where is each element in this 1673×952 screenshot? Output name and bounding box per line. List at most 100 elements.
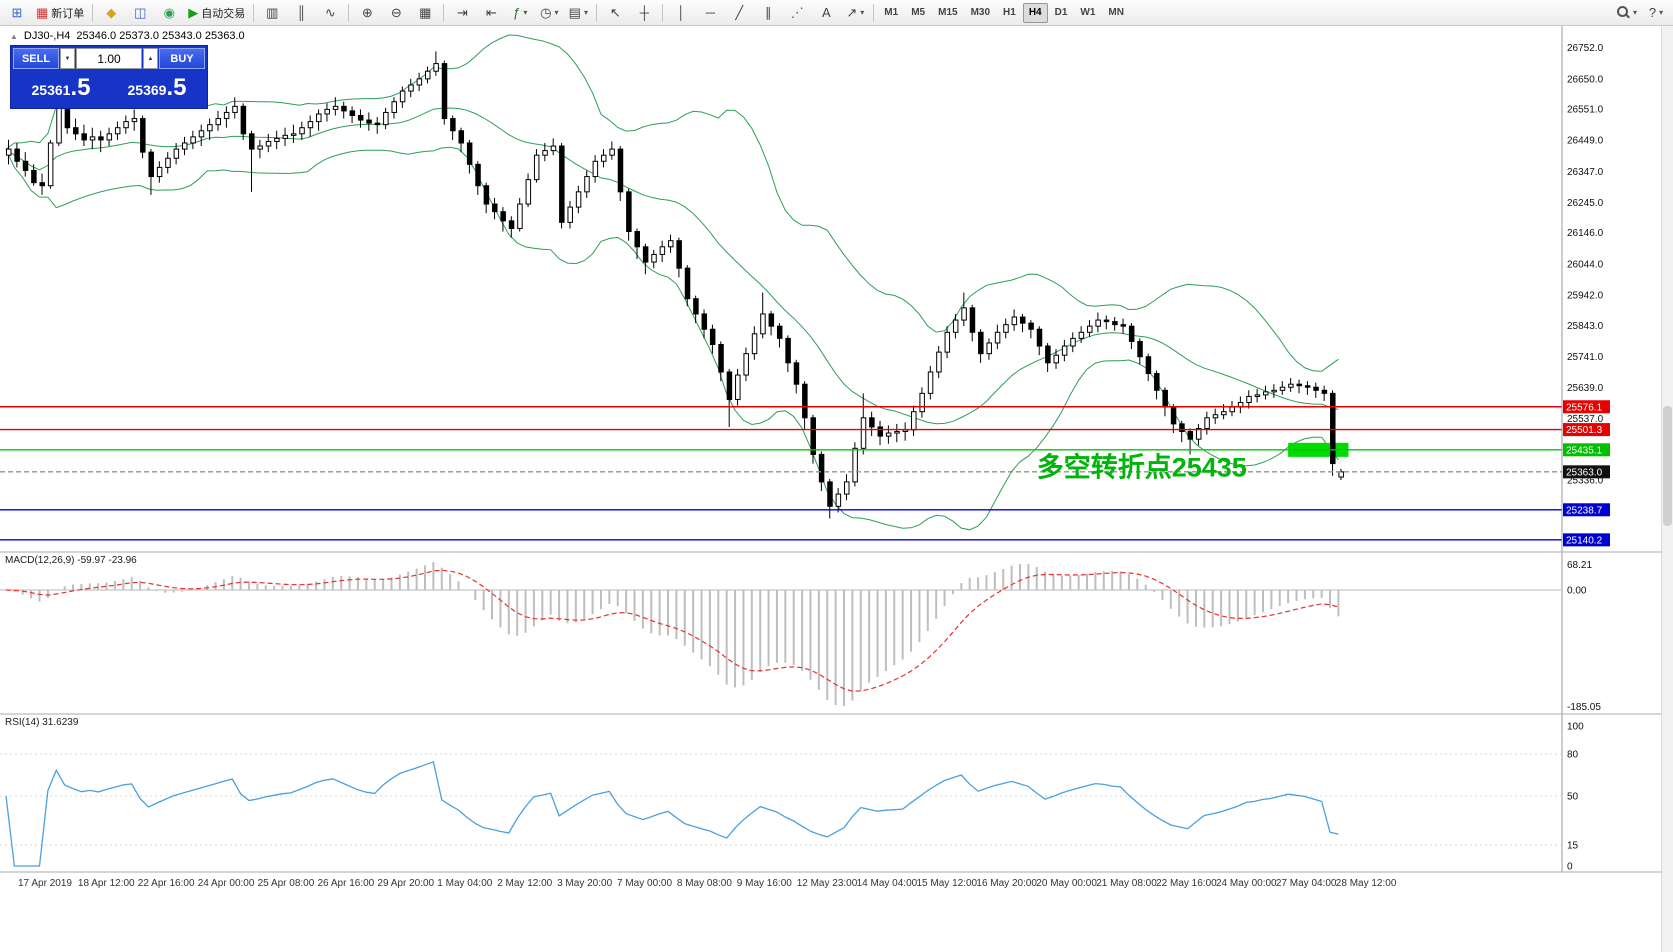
chart-shift-button[interactable]: ⇤ [477,2,505,24]
text-tool-button[interactable]: A [812,2,840,24]
price-scale-label: 26044.0 [1567,259,1604,270]
timeframe-h4-button[interactable]: H4 [1022,2,1048,23]
candle-body [1179,423,1185,433]
candle-body [123,121,129,129]
candle-body [1212,414,1219,419]
macd-scale-low: -185.05 [1567,702,1601,713]
navigator-button[interactable]: ◉ [155,2,183,24]
candle-body [14,148,20,162]
timeframe-h1-button[interactable]: H1 [1003,7,1016,18]
buy-button[interactable]: BUY [159,48,205,69]
x-axis-label: 22 May 16:00 [1156,878,1217,889]
bar-chart-button[interactable]: ▥ [258,2,286,24]
search-icon [1616,6,1630,19]
price-scale-label: 26347.0 [1567,167,1604,178]
candle-body [1195,427,1202,440]
candle-body [332,105,339,110]
price-scale-label: 26650.0 [1567,74,1604,85]
timeframe-mn-button[interactable]: MN [1108,7,1124,18]
indicators-icon: ƒ [513,5,521,20]
crosshair-button[interactable]: ┼ [630,2,658,24]
timeframe-m15-button[interactable]: M15 [938,7,958,18]
candle-body [760,313,766,335]
help-button[interactable]: ? ▾ [1642,2,1670,24]
timeframe-m1-button[interactable]: M1 [884,7,899,18]
market-watch-button[interactable]: ◫ [126,2,154,24]
candle-body [659,246,666,255]
macd-indicator-label: MACD(12,26,9) -59.97 -23.96 [5,555,137,566]
macd-histogram [13,562,1340,706]
fibonacci-button[interactable]: ⋰ [783,2,811,24]
price-scale-label: 25741.0 [1567,352,1604,363]
timeframe-d1-button[interactable]: D1 [1054,7,1068,18]
profiles-button[interactable]: ◆ [97,2,125,24]
search-button[interactable]: ▾ [1613,2,1641,24]
candle-body [316,113,322,123]
x-axis-label: 2 May 12:00 [497,878,552,889]
profiles-icon: ◆ [106,5,117,20]
templates-button[interactable]: ▤ ▾ [564,2,592,24]
candle-body [919,392,925,413]
templates-icon: ▤ [568,5,581,20]
equidistant-channel-button[interactable]: ∥ [754,2,782,24]
timeframe-w1-button[interactable]: W1 [1080,7,1096,18]
candle-body [668,240,674,248]
candle-body [131,118,138,123]
new-order-icon: ▦ [36,5,49,20]
auto-scroll-button[interactable]: ⇥ [448,2,476,24]
zoom-in-button[interactable]: ⊕ [353,2,381,24]
buy-price[interactable]: 25369.5 [109,74,205,102]
vertical-scrollbar[interactable] [1661,26,1673,952]
tile-windows-button[interactable]: ▦ [411,2,439,24]
sell-button[interactable]: SELL [13,48,59,69]
new-order-button[interactable]: ▦ 新订单 [32,2,88,24]
candle-body [600,154,607,162]
sell-price[interactable]: 25361.5 [13,74,109,102]
timeframe-m30-button[interactable]: M30 [970,7,991,18]
indicators-button[interactable]: ƒ ▾ [506,2,534,24]
annotation-text[interactable]: 多空转折点25435 [1037,451,1247,482]
x-axis-label: 14 May 04:00 [857,878,918,889]
candle-body [1263,391,1269,396]
candle-body [852,447,858,483]
candle-body [1128,325,1135,342]
vertical-line-button[interactable]: │ [667,2,695,24]
candle-body [1221,411,1227,416]
periods-button[interactable]: ◷ ▾ [535,2,563,24]
volume-increase-button[interactable]: ▲ [143,48,158,69]
rsi-scale-label: 0 [1567,862,1573,873]
arrows-tool-button[interactable]: ↗ ▾ [841,2,869,24]
bollinger-bands [5,34,1339,531]
candle-body [425,70,431,80]
horizontal-line-button[interactable]: ─ [696,2,724,24]
volume-input[interactable] [76,48,142,69]
candle-body [525,179,532,205]
zoom-out-button[interactable]: ⊖ [382,2,410,24]
candle-body [257,145,263,150]
timeframe-m5-button[interactable]: M5 [911,7,926,18]
trendline-button[interactable]: ╱ [725,2,753,24]
x-axis-label: 8 May 08:00 [677,878,732,889]
macd-scale-high: 68.21 [1567,560,1592,571]
autotrading-button[interactable]: ▶ 自动交易 [184,2,249,24]
collapse-triangle-icon[interactable]: ▲ [10,31,18,41]
zoom-in-icon: ⊕ [361,5,373,20]
price-scale-label: 26245.0 [1567,198,1604,209]
candle-body [1028,322,1034,330]
candle-body [56,105,62,144]
candle-body [1112,321,1118,326]
templates-caret-icon: ▾ [583,8,588,17]
price-badge [1563,465,1610,479]
cursor-button[interactable]: ↖ [601,2,629,24]
candle-body [341,105,347,112]
buy-price-frac: .5 [166,73,187,101]
x-axis-label: 26 Apr 16:00 [318,878,375,889]
scrollbar-thumb[interactable] [1663,406,1672,526]
line-chart-button[interactable]: ∿ [316,2,344,24]
candlestick-chart-button[interactable]: ║ [287,2,315,24]
price-scale-label: 25942.0 [1567,291,1604,302]
chart-area[interactable]: 多空转折点25435 26752.0 26650.0 26551.0 26449.0 26… [0,26,1673,952]
new-chart-button[interactable]: ⊞ [3,2,31,24]
volume-decrease-button[interactable]: ▼ [60,48,75,69]
candle-body [1003,324,1009,333]
